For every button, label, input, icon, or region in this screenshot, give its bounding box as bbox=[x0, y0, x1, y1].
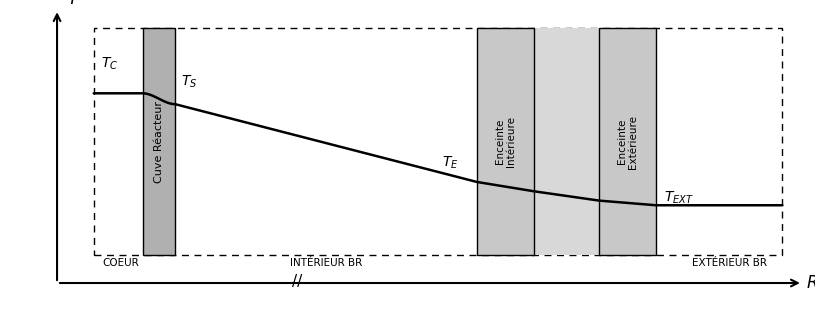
Text: $T_E$: $T_E$ bbox=[443, 155, 459, 171]
Bar bbox=[94, 28, 782, 255]
Text: R: R bbox=[807, 274, 815, 292]
Text: Cuve Réacteur: Cuve Réacteur bbox=[154, 100, 164, 183]
Text: $T_C$: $T_C$ bbox=[101, 55, 119, 72]
Text: $T_{EXT}$: $T_{EXT}$ bbox=[664, 189, 694, 206]
Bar bbox=[599, 28, 656, 255]
Bar bbox=[534, 28, 599, 255]
Text: COEUR: COEUR bbox=[102, 258, 139, 268]
Text: INTÉRIEUR BR: INTÉRIEUR BR bbox=[290, 258, 362, 268]
Text: Enceinte
Intérieure: Enceinte Intérieure bbox=[495, 116, 516, 167]
Text: $T_S$: $T_S$ bbox=[181, 74, 197, 90]
Text: EXTÉRIEUR BR: EXTÉRIEUR BR bbox=[692, 258, 767, 268]
Text: //: // bbox=[293, 274, 302, 289]
Text: Enceinte
Extérieure: Enceinte Extérieure bbox=[617, 114, 638, 169]
Bar bbox=[477, 28, 534, 255]
Text: T: T bbox=[67, 0, 77, 8]
Bar bbox=[143, 28, 175, 255]
